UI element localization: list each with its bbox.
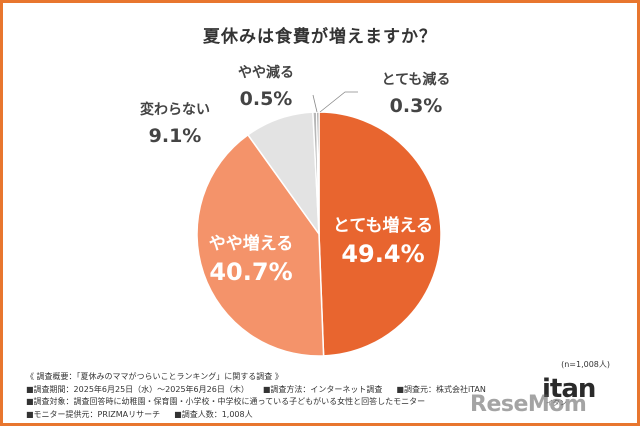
slice-name-2: 変わらない (140, 102, 210, 118)
brand-sub: イタン (546, 399, 567, 407)
leader-line-0 (312, 94, 318, 113)
slice-name-1: やや増える (208, 234, 294, 254)
slice-value-4: 0.3% (389, 95, 443, 117)
survey-period: ■調査期間：2025年6月25日（水）～2025年6月26日（木） (26, 384, 249, 394)
itan-logo: itan イタン (542, 374, 596, 408)
slice-value-1: 40.7% (209, 258, 293, 286)
notes-line-1: 《 調査概要：「夏休みのママがつらいことランキング」に関する調査 》 (26, 372, 283, 381)
pie-slice-0 (318, 111, 442, 357)
survey-method: ■調査方法：インターネット調査 (262, 384, 383, 394)
brand-name: itan (542, 374, 596, 404)
slice-label-1: やや増える 40.7% (196, 229, 306, 286)
leader-line-1 (319, 91, 358, 113)
slice-value-2: 9.1% (148, 125, 202, 147)
slice-label-0: とても増える 49.4% (318, 211, 448, 268)
chart-title: 夏休みは食費が増えますか？ (203, 27, 437, 47)
monitor-provider: ■モニター提供元：PRIZMAリサーチ (26, 409, 161, 419)
slice-name-4: とても減る (381, 72, 451, 88)
slice-label-2: 変わらない 9.1% (120, 99, 230, 147)
notes-line-3: ■調査対象：調査回答時に幼稚園・保育園・小学校・中学校に通っている子どもがいる女… (26, 397, 426, 406)
sample-size-note: (n=1,008人) (561, 360, 610, 369)
respondent-count: ■調査人数：1,008人 (174, 409, 253, 419)
resemom-watermark: ReseMom (470, 392, 587, 417)
slice-label-4: とても減る 0.3% (361, 69, 471, 117)
slice-name-3: やや減る (238, 65, 294, 81)
notes-line-4: ■モニター提供元：PRIZMAリサーチ ■調査人数：1,008人 (26, 409, 546, 422)
slice-value-0: 49.4% (341, 240, 425, 268)
notes-line-2: ■調査期間：2025年6月25日（水）～2025年6月26日（木） ■調査方法：イ… (26, 384, 546, 397)
survey-source: ■調査元：株式会社iTAN (396, 384, 486, 394)
slice-name-0: とても増える (332, 216, 434, 236)
pie-slice-1 (196, 133, 325, 357)
survey-notes: 《 調査概要：「夏休みのママがつらいことランキング」に関する調査 》 ■調査期間… (26, 371, 546, 421)
slice-value-3: 0.5% (239, 88, 293, 110)
slice-label-3: やや減る 0.5% (216, 62, 316, 110)
